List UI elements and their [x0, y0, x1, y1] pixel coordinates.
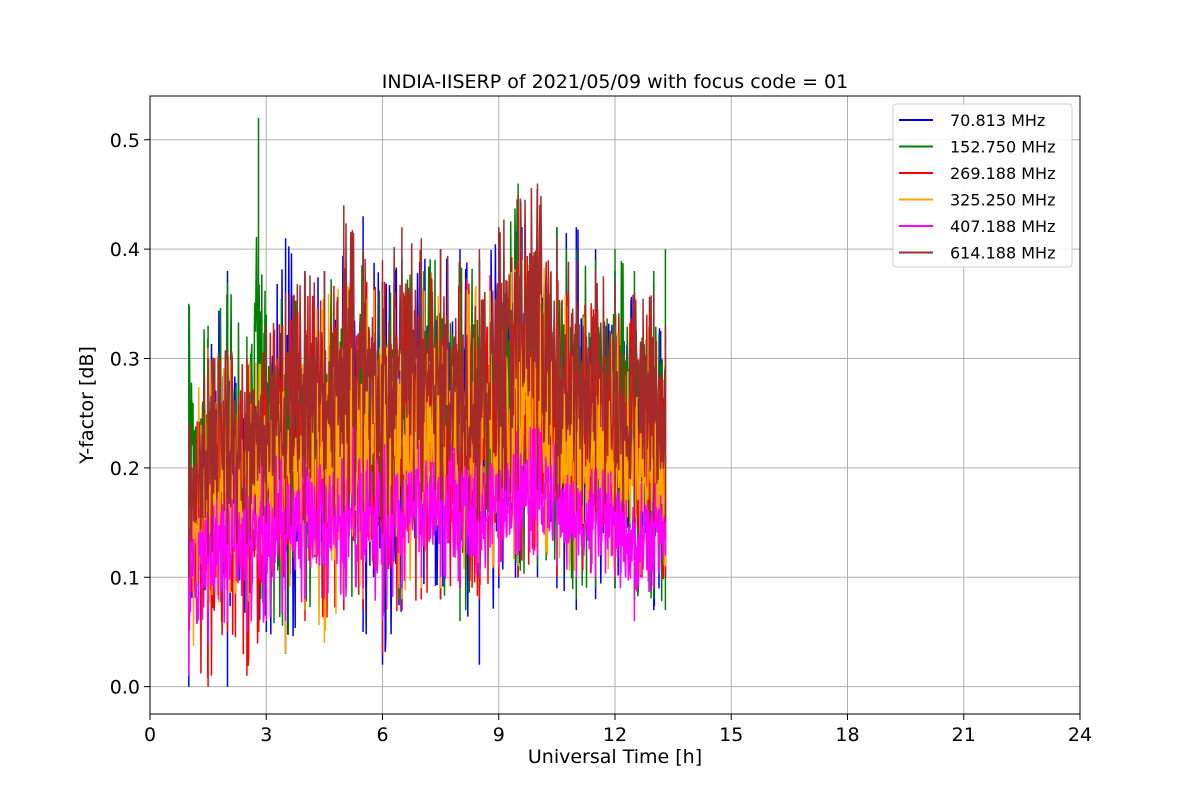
x-tick-label: 15 — [719, 724, 743, 746]
x-axis-label: Universal Time [h] — [528, 746, 702, 768]
y-tick-label: 0.4 — [110, 239, 140, 261]
legend-entry-label: 614.188 MHz — [950, 244, 1055, 263]
x-tick-label: 12 — [603, 724, 627, 746]
chart-title: INDIA-IISERP of 2021/05/09 with focus co… — [382, 71, 848, 93]
y-tick-label: 0.0 — [110, 677, 140, 699]
x-tick-label: 6 — [376, 724, 388, 746]
legend: 70.813 MHz 152.750 MHz 269.188 MHz 325.250 … — [892, 103, 1073, 268]
legend-entry-label: 152.750 MHz — [950, 138, 1055, 157]
x-tick-label: 24 — [1068, 724, 1092, 746]
y-tick-label: 0.5 — [110, 130, 140, 152]
legend-box — [892, 103, 1073, 268]
x-tick-label: 18 — [835, 724, 859, 746]
x-tick-label: 9 — [493, 724, 505, 746]
x-tick-label: 21 — [952, 724, 976, 746]
legend-entry-label: 269.188 MHz — [950, 164, 1055, 183]
y-axis-label: Y-factor [dB] — [76, 346, 98, 465]
y-tick-label: 0.2 — [110, 458, 140, 480]
series-layer — [188, 117, 667, 687]
series-line-5 — [188, 183, 667, 578]
x-tick-label: 0 — [144, 724, 156, 746]
y-tick-label: 0.1 — [110, 567, 140, 589]
x-tick-label: 3 — [260, 724, 272, 746]
legend-entry-label: 70.813 MHz — [950, 111, 1045, 130]
legend-entry-label: 325.250 MHz — [950, 191, 1055, 210]
legend-entry-label: 407.188 MHz — [950, 217, 1055, 236]
y-tick-label: 0.3 — [110, 349, 140, 371]
axis-ticks: 0 3 6 9 12 15 18 21 24 0.0 0.1 0.2 0.3 0.4 0.5 — [110, 130, 1092, 746]
